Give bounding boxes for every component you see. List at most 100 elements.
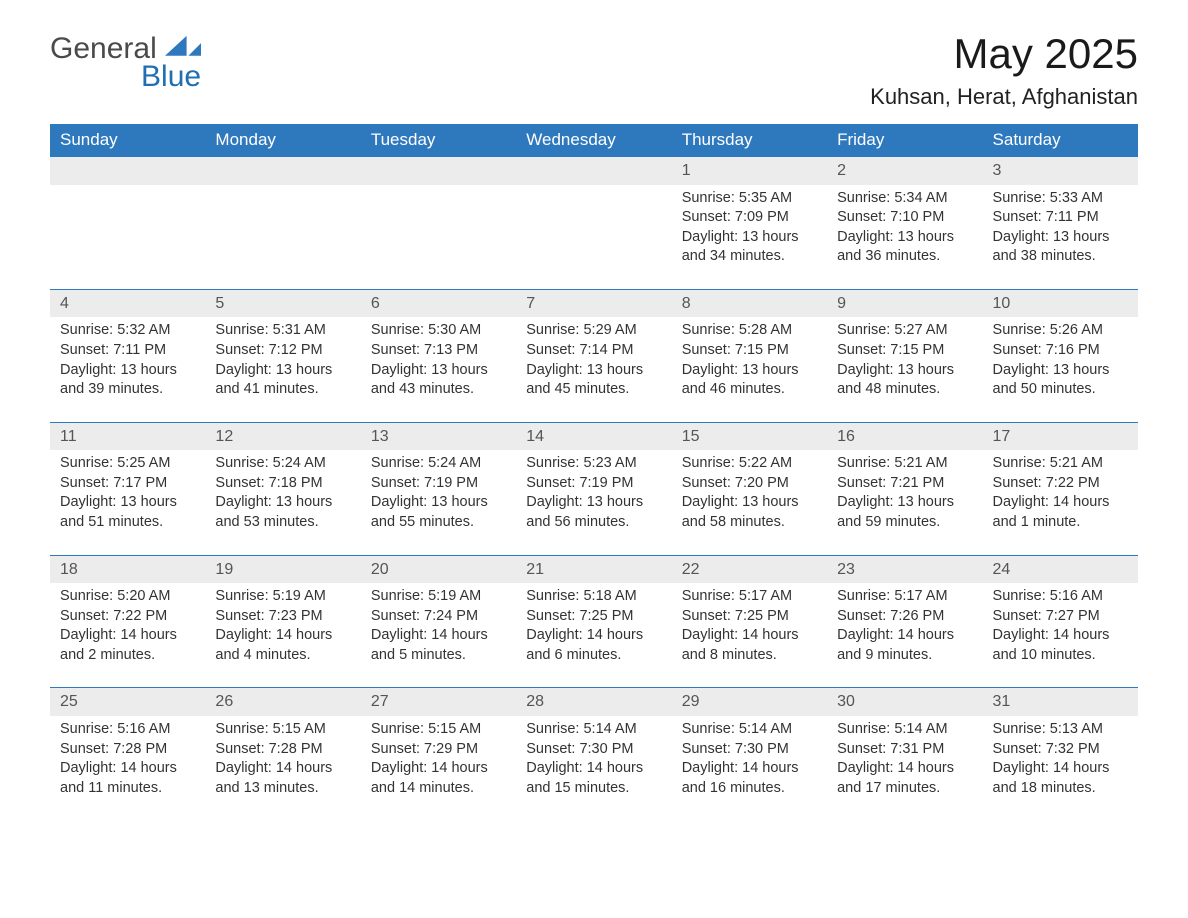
- sunrise-text: Sunrise: 5:19 AM: [371, 587, 510, 607]
- day-number-row: 123: [50, 157, 1138, 185]
- sunset-text: Sunset: 7:28 PM: [60, 740, 199, 760]
- sunset-text: Sunset: 7:10 PM: [837, 208, 976, 228]
- daylight-text: Daylight: 14 hours and 8 minutes.: [682, 626, 821, 665]
- location: Kuhsan, Herat, Afghanistan: [870, 84, 1138, 110]
- sunrise-text: Sunrise: 5:32 AM: [60, 321, 199, 341]
- daylight-text: Daylight: 13 hours and 51 minutes.: [60, 493, 199, 532]
- day-number-cell: 7: [516, 289, 671, 317]
- day-detail-cell: Sunrise: 5:14 AMSunset: 7:30 PMDaylight:…: [516, 716, 671, 820]
- day-number-cell: 14: [516, 422, 671, 450]
- sunrise-text: Sunrise: 5:14 AM: [526, 720, 665, 740]
- day-number-cell: 25: [50, 688, 205, 716]
- sunset-text: Sunset: 7:19 PM: [526, 474, 665, 494]
- sunset-text: Sunset: 7:21 PM: [837, 474, 976, 494]
- daylight-text: Daylight: 13 hours and 48 minutes.: [837, 361, 976, 400]
- sunrise-text: Sunrise: 5:26 AM: [993, 321, 1132, 341]
- day-detail-cell: Sunrise: 5:15 AMSunset: 7:28 PMDaylight:…: [205, 716, 360, 820]
- sunset-text: Sunset: 7:29 PM: [371, 740, 510, 760]
- day-detail-cell: Sunrise: 5:14 AMSunset: 7:30 PMDaylight:…: [672, 716, 827, 820]
- sunrise-text: Sunrise: 5:34 AM: [837, 189, 976, 209]
- sunset-text: Sunset: 7:19 PM: [371, 474, 510, 494]
- day-number-cell: 21: [516, 555, 671, 583]
- day-number-cell: 29: [672, 688, 827, 716]
- title-block: May 2025 Kuhsan, Herat, Afghanistan: [870, 30, 1138, 110]
- weekday-header: Saturday: [983, 124, 1138, 157]
- sunset-text: Sunset: 7:25 PM: [526, 607, 665, 627]
- day-detail-cell: Sunrise: 5:24 AMSunset: 7:19 PMDaylight:…: [361, 450, 516, 555]
- daylight-text: Daylight: 13 hours and 58 minutes.: [682, 493, 821, 532]
- weekday-header: Friday: [827, 124, 982, 157]
- sunrise-text: Sunrise: 5:16 AM: [993, 587, 1132, 607]
- weekday-header: Wednesday: [516, 124, 671, 157]
- day-number-cell: 27: [361, 688, 516, 716]
- day-number-cell: 22: [672, 555, 827, 583]
- daylight-text: Daylight: 13 hours and 46 minutes.: [682, 361, 821, 400]
- month-title: May 2025: [870, 30, 1138, 78]
- daylight-text: Daylight: 13 hours and 41 minutes.: [215, 361, 354, 400]
- day-detail-row: Sunrise: 5:16 AMSunset: 7:28 PMDaylight:…: [50, 716, 1138, 820]
- day-number-cell: 26: [205, 688, 360, 716]
- day-detail-cell: Sunrise: 5:13 AMSunset: 7:32 PMDaylight:…: [983, 716, 1138, 820]
- day-detail-cell: Sunrise: 5:19 AMSunset: 7:24 PMDaylight:…: [361, 583, 516, 688]
- sunset-text: Sunset: 7:22 PM: [60, 607, 199, 627]
- day-detail-cell: Sunrise: 5:31 AMSunset: 7:12 PMDaylight:…: [205, 317, 360, 422]
- sunset-text: Sunset: 7:31 PM: [837, 740, 976, 760]
- day-detail-cell: Sunrise: 5:16 AMSunset: 7:27 PMDaylight:…: [983, 583, 1138, 688]
- day-detail-cell: [361, 185, 516, 290]
- day-detail-cell: Sunrise: 5:22 AMSunset: 7:20 PMDaylight:…: [672, 450, 827, 555]
- sunset-text: Sunset: 7:09 PM: [682, 208, 821, 228]
- day-number-cell: 13: [361, 422, 516, 450]
- sunrise-text: Sunrise: 5:21 AM: [993, 454, 1132, 474]
- sunset-text: Sunset: 7:24 PM: [371, 607, 510, 627]
- daylight-text: Daylight: 13 hours and 38 minutes.: [993, 228, 1132, 267]
- day-number-cell: [50, 157, 205, 185]
- day-number-cell: 11: [50, 422, 205, 450]
- daylight-text: Daylight: 14 hours and 10 minutes.: [993, 626, 1132, 665]
- day-number-cell: 5: [205, 289, 360, 317]
- sunset-text: Sunset: 7:28 PM: [215, 740, 354, 760]
- calendar-table: SundayMondayTuesdayWednesdayThursdayFrid…: [50, 124, 1138, 820]
- sunset-text: Sunset: 7:20 PM: [682, 474, 821, 494]
- daylight-text: Daylight: 13 hours and 39 minutes.: [60, 361, 199, 400]
- sunrise-text: Sunrise: 5:22 AM: [682, 454, 821, 474]
- day-detail-cell: Sunrise: 5:21 AMSunset: 7:21 PMDaylight:…: [827, 450, 982, 555]
- sunrise-text: Sunrise: 5:24 AM: [371, 454, 510, 474]
- day-number-cell: 10: [983, 289, 1138, 317]
- daylight-text: Daylight: 13 hours and 50 minutes.: [993, 361, 1132, 400]
- sunrise-text: Sunrise: 5:31 AM: [215, 321, 354, 341]
- day-number-row: 45678910: [50, 289, 1138, 317]
- sunset-text: Sunset: 7:11 PM: [60, 341, 199, 361]
- day-detail-row: Sunrise: 5:32 AMSunset: 7:11 PMDaylight:…: [50, 317, 1138, 422]
- daylight-text: Daylight: 13 hours and 55 minutes.: [371, 493, 510, 532]
- day-detail-row: Sunrise: 5:20 AMSunset: 7:22 PMDaylight:…: [50, 583, 1138, 688]
- sunrise-text: Sunrise: 5:15 AM: [371, 720, 510, 740]
- day-detail-cell: Sunrise: 5:29 AMSunset: 7:14 PMDaylight:…: [516, 317, 671, 422]
- sunrise-text: Sunrise: 5:24 AM: [215, 454, 354, 474]
- day-number-cell: 4: [50, 289, 205, 317]
- day-number-cell: 3: [983, 157, 1138, 185]
- day-number-cell: [361, 157, 516, 185]
- day-number-cell: 28: [516, 688, 671, 716]
- logo: General Blue: [50, 30, 201, 92]
- daylight-text: Daylight: 13 hours and 36 minutes.: [837, 228, 976, 267]
- logo-text-blue: Blue: [50, 62, 201, 92]
- weekday-header: Thursday: [672, 124, 827, 157]
- sunrise-text: Sunrise: 5:35 AM: [682, 189, 821, 209]
- day-number-cell: 16: [827, 422, 982, 450]
- day-detail-cell: Sunrise: 5:33 AMSunset: 7:11 PMDaylight:…: [983, 185, 1138, 290]
- day-detail-cell: Sunrise: 5:16 AMSunset: 7:28 PMDaylight:…: [50, 716, 205, 820]
- day-detail-cell: Sunrise: 5:35 AMSunset: 7:09 PMDaylight:…: [672, 185, 827, 290]
- sunset-text: Sunset: 7:14 PM: [526, 341, 665, 361]
- weekday-header: Sunday: [50, 124, 205, 157]
- sunset-text: Sunset: 7:30 PM: [526, 740, 665, 760]
- daylight-text: Daylight: 13 hours and 34 minutes.: [682, 228, 821, 267]
- day-number-row: 11121314151617: [50, 422, 1138, 450]
- daylight-text: Daylight: 14 hours and 16 minutes.: [682, 759, 821, 798]
- day-detail-cell: Sunrise: 5:24 AMSunset: 7:18 PMDaylight:…: [205, 450, 360, 555]
- day-detail-cell: Sunrise: 5:15 AMSunset: 7:29 PMDaylight:…: [361, 716, 516, 820]
- day-detail-cell: [516, 185, 671, 290]
- day-detail-cell: Sunrise: 5:17 AMSunset: 7:26 PMDaylight:…: [827, 583, 982, 688]
- day-number-cell: 9: [827, 289, 982, 317]
- day-detail-cell: Sunrise: 5:25 AMSunset: 7:17 PMDaylight:…: [50, 450, 205, 555]
- sunset-text: Sunset: 7:32 PM: [993, 740, 1132, 760]
